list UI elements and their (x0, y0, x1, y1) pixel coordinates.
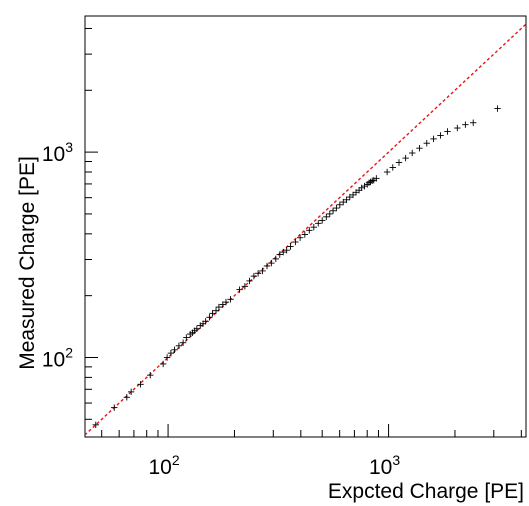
data-point (389, 164, 396, 171)
data-point (163, 354, 171, 361)
data-point (423, 140, 430, 147)
data-point (292, 238, 299, 246)
x-tick-base: 10 (148, 456, 171, 479)
data-point (123, 394, 131, 401)
data-point (193, 325, 201, 332)
reference-line-y-equals-x (85, 23, 526, 436)
data-point (416, 144, 423, 152)
data-point (254, 270, 262, 277)
data-point (222, 298, 230, 306)
data-point (462, 121, 469, 128)
x-tick-exponent: 2 (172, 452, 180, 468)
data-point (315, 220, 322, 227)
data-point (373, 175, 380, 182)
data-point (206, 314, 213, 321)
x-tick-base: 10 (369, 456, 392, 479)
data-point (241, 283, 249, 290)
data-point (209, 310, 216, 317)
data-point (318, 217, 326, 224)
data-point (365, 179, 373, 186)
x-tick-labels: 102 103 (148, 452, 400, 479)
data-point (175, 342, 183, 349)
data-point (494, 105, 501, 112)
data-point (283, 246, 290, 254)
y-tick-label: 102 (42, 344, 73, 371)
data-point (137, 381, 144, 388)
data-point (437, 132, 444, 139)
data-point (361, 182, 368, 190)
y-tick-base: 10 (42, 143, 65, 166)
data-point (259, 267, 266, 275)
data-point (179, 339, 187, 346)
data-point (159, 360, 167, 368)
plot-frame (84, 15, 527, 438)
data-point (444, 128, 451, 135)
data-point (333, 204, 340, 212)
data-point (310, 223, 317, 231)
x-tick-exponent: 3 (392, 452, 400, 468)
data-point (336, 201, 344, 208)
data-point (340, 198, 347, 206)
data-point (454, 124, 461, 132)
data-point (323, 213, 330, 221)
data-point (236, 286, 243, 293)
data-point (127, 388, 135, 396)
x-tick-label: 102 (148, 452, 179, 479)
data-point (147, 371, 154, 379)
data-point (227, 296, 234, 303)
data-point (409, 149, 416, 157)
data-point (171, 346, 178, 353)
data-point (212, 307, 220, 314)
data-point (202, 318, 209, 325)
y-tick-label: 103 (42, 139, 73, 166)
data-point (402, 154, 409, 162)
data-point (183, 334, 190, 341)
y-tick-exponent: 3 (65, 139, 73, 155)
y-tick-exponent: 2 (65, 344, 73, 360)
data-point (296, 234, 304, 241)
y-axis-title: Measured Charge [PE] (16, 156, 39, 370)
data-point (280, 248, 287, 256)
data-point (246, 277, 253, 285)
data-point (470, 119, 477, 126)
x-tick-label: 103 (369, 452, 400, 479)
data-point (268, 259, 275, 267)
y-tick-base: 10 (42, 348, 65, 371)
data-point (263, 262, 271, 270)
data-point (111, 404, 118, 411)
data-point (92, 421, 99, 429)
x-axis-title: Expcted Charge [PE] (328, 480, 524, 503)
data-point (369, 177, 376, 184)
major-ticks (85, 151, 390, 437)
data-point (306, 227, 313, 234)
data-point (276, 251, 283, 258)
data-point (430, 135, 437, 143)
data-point (395, 159, 403, 166)
data-point (383, 168, 391, 176)
data-point (215, 303, 223, 311)
data-point (250, 272, 258, 280)
data-point (329, 207, 337, 214)
data-point (346, 193, 353, 201)
data-point (343, 196, 350, 203)
data-point (272, 255, 279, 263)
data-point (301, 231, 309, 238)
data-point (287, 243, 294, 250)
data-point (167, 349, 175, 357)
minor-ticks (85, 27, 522, 437)
data-point (326, 210, 333, 218)
data-points (92, 105, 501, 429)
